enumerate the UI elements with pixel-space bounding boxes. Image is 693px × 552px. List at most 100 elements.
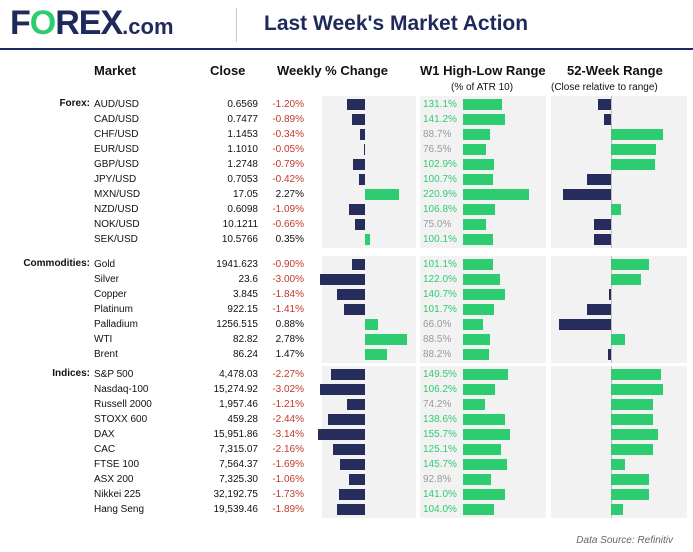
atr-range-label: 88.5% xyxy=(423,334,452,345)
market-name: EUR/USD xyxy=(94,144,140,155)
atr-range-label: 102.9% xyxy=(423,159,457,170)
weekly-change: -3.14% xyxy=(272,429,304,440)
atr-range-bar xyxy=(463,259,494,270)
market-name: CHF/USD xyxy=(94,129,139,140)
col-header-range: W1 High-Low Range xyxy=(420,63,546,78)
atr-range-label: 100.7% xyxy=(423,174,457,185)
atr-range-bar xyxy=(463,144,486,155)
close-value: 23.6 xyxy=(238,274,258,285)
atr-range-label: 149.5% xyxy=(423,369,457,380)
weekly-change-bar xyxy=(358,174,365,185)
market-name: AUD/USD xyxy=(94,99,140,110)
atr-range-bar xyxy=(463,474,491,485)
weekly-change-bar xyxy=(337,289,365,300)
weekly-change: -2.16% xyxy=(272,444,304,455)
atr-range-bar xyxy=(463,444,501,455)
close-value: 0.6098 xyxy=(227,204,258,215)
weekly-change-bar xyxy=(339,489,365,500)
close-value: 459.28 xyxy=(227,414,258,425)
weekly-change: -0.89% xyxy=(272,114,304,125)
weekly-change: -0.05% xyxy=(272,144,304,155)
market-name: WTI xyxy=(94,334,113,345)
page-title: Last Week's Market Action xyxy=(264,12,529,35)
close-value: 17.05 xyxy=(232,189,258,200)
atr-range-label: 92.8% xyxy=(423,474,452,485)
w52-range-bar xyxy=(593,219,611,230)
weekly-change-bar xyxy=(359,129,365,140)
weekly-change-bar xyxy=(319,384,365,395)
weekly-change: -2.27% xyxy=(272,369,304,380)
weekly-change: 2.27% xyxy=(275,189,304,200)
weekly-change: -1.73% xyxy=(272,489,304,500)
w52-range-bar xyxy=(559,319,611,330)
w52-range-bar xyxy=(562,189,611,200)
weekly-change: -0.42% xyxy=(272,174,304,185)
col-header-market: Market xyxy=(94,63,136,78)
w52-range-bar xyxy=(611,274,641,285)
market-name: JPY/USD xyxy=(94,174,137,185)
atr-range-label: 141.2% xyxy=(423,114,457,125)
weekly-change: -1.06% xyxy=(272,474,304,485)
w52-range-bar xyxy=(611,204,622,215)
close-value: 1256.515 xyxy=(216,319,258,330)
market-name: FTSE 100 xyxy=(94,459,140,470)
weekly-change-bar xyxy=(363,144,365,155)
weekly-change-bar xyxy=(346,399,365,410)
weekly-change-bar xyxy=(343,304,365,315)
atr-range-bar xyxy=(463,429,510,440)
market-name: Nasdaq-100 xyxy=(94,384,149,395)
atr-range-bar xyxy=(463,289,506,300)
atr-range-bar xyxy=(463,99,503,110)
chart-panel xyxy=(551,256,687,363)
chart-panel xyxy=(322,256,416,363)
market-name: Gold xyxy=(94,259,116,270)
atr-range-bar xyxy=(463,504,495,515)
atr-range-label: 125.1% xyxy=(423,444,457,455)
market-name: NZD/USD xyxy=(94,204,139,215)
atr-range-label: 140.7% xyxy=(423,289,457,300)
weekly-change-bar xyxy=(320,274,365,285)
w52-midline xyxy=(611,256,612,363)
col-subheader-range: (% of ATR 10) xyxy=(451,82,514,93)
close-value: 10.5766 xyxy=(221,234,258,245)
weekly-change: 0.88% xyxy=(275,319,304,330)
close-value: 0.7053 xyxy=(227,174,258,185)
atr-range-bar xyxy=(463,189,530,200)
weekly-change-bar xyxy=(328,414,365,425)
atr-range-label: 66.0% xyxy=(423,319,452,330)
atr-range-bar xyxy=(463,159,494,170)
weekly-change-bar xyxy=(351,259,365,270)
weekly-change: -1.21% xyxy=(272,399,304,410)
weekly-change: -0.90% xyxy=(272,259,304,270)
weekly-change-bar xyxy=(365,319,379,330)
weekly-change-bar xyxy=(353,159,365,170)
atr-range-bar xyxy=(463,274,500,285)
w52-range-bar xyxy=(611,334,626,345)
market-name: ASX 200 xyxy=(94,474,134,485)
close-value: 3.845 xyxy=(232,289,258,300)
close-value: 15,951.86 xyxy=(213,429,259,440)
market-name: Brent xyxy=(94,349,118,360)
close-value: 1.1453 xyxy=(227,129,258,140)
atr-range-label: 75.0% xyxy=(423,219,452,230)
weekly-change: 0.35% xyxy=(275,234,304,245)
weekly-change-bar xyxy=(351,114,365,125)
market-name: S&P 500 xyxy=(94,369,134,380)
weekly-change-bar xyxy=(339,459,365,470)
w52-range-bar xyxy=(611,444,653,455)
atr-range-label: 106.2% xyxy=(423,384,457,395)
atr-range-label: 104.0% xyxy=(423,504,457,515)
weekly-change-bar xyxy=(332,444,365,455)
close-value: 10.1211 xyxy=(222,219,258,230)
data-source: Data Source: Refinitiv xyxy=(576,535,673,546)
w52-range-bar xyxy=(611,144,657,155)
w52-range-bar xyxy=(611,384,663,395)
atr-range-bar xyxy=(463,219,486,230)
atr-range-bar xyxy=(463,349,490,360)
weekly-change: -2.44% xyxy=(272,414,304,425)
weekly-change: -1.09% xyxy=(272,204,304,215)
weekly-change: -0.66% xyxy=(272,219,304,230)
header: FOREX.com Last Week's Market Action xyxy=(0,0,693,50)
atr-range-label: 138.6% xyxy=(423,414,457,425)
weekly-change: 2.78% xyxy=(275,334,304,345)
